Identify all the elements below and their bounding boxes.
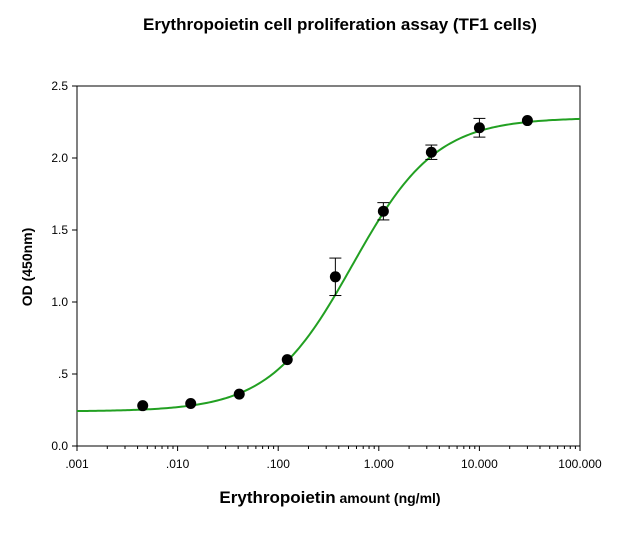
y-tick-label: 0.0 — [51, 439, 68, 453]
y-axis-label: OD (450nm) — [19, 228, 35, 307]
data-point — [137, 400, 149, 412]
data-point — [329, 271, 341, 283]
x-axis-label: Erythropoietin amount (ng/ml) — [219, 488, 440, 507]
y-axis: 0.0 .5 1.0 1.5 2.0 2.5 — [51, 79, 77, 453]
fit-curve — [76, 117, 581, 413]
y-tick-label: 2.0 — [51, 151, 68, 165]
plot-border — [76, 85, 581, 447]
y-tick-label: 2.5 — [51, 79, 68, 93]
y-tick-label: .5 — [58, 367, 68, 381]
error-bar-layer — [329, 117, 486, 297]
data-point-layer — [137, 115, 533, 412]
x-axis-label-suffix: amount (ng/ml) — [336, 490, 441, 506]
x-tick-label: 1.000 — [364, 457, 394, 471]
y-tick-label: 1.5 — [51, 223, 68, 237]
x-tick-label: 100.000 — [558, 457, 602, 471]
data-point — [377, 205, 389, 217]
x-axis: .001 .010 .100 1.000 10.000 100.000 — [65, 446, 602, 471]
x-tick-label: .010 — [166, 457, 190, 471]
data-point — [473, 122, 485, 134]
x-tick-label: .100 — [267, 457, 291, 471]
data-point — [521, 115, 533, 127]
fit-curve-layer — [76, 117, 581, 413]
chart-title: Erythropoietin cell proliferation assay … — [143, 15, 537, 34]
data-point — [425, 146, 437, 158]
data-point — [233, 388, 245, 400]
x-tick-label: 10.000 — [461, 457, 498, 471]
y-tick-label: 1.0 — [51, 295, 68, 309]
data-point — [281, 354, 293, 366]
data-point — [185, 398, 197, 410]
plot-frame — [76, 85, 581, 447]
x-tick-label: .001 — [65, 457, 89, 471]
x-axis-label-main: Erythropoietin — [219, 488, 335, 507]
